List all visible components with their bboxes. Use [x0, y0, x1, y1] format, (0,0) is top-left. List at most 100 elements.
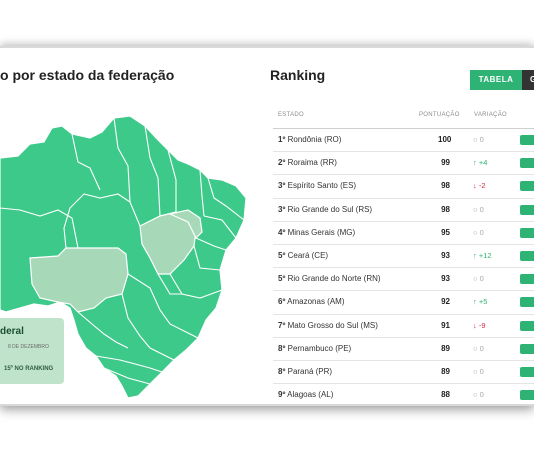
- state-name: Ceará (CE): [287, 250, 329, 260]
- rank-position: 7º: [278, 320, 286, 330]
- state-name: Paraná (PR): [287, 366, 333, 376]
- state-name: Rio Grande do Norte (RN): [287, 274, 381, 284]
- score-cell: 89: [441, 343, 450, 353]
- score-cell: 91: [441, 320, 450, 330]
- table-row[interactable]: 5º Ceará (CE) 93 ↑ +12: [273, 245, 534, 269]
- rank-position: 5º: [278, 250, 286, 260]
- dashboard-panel: o por estado da federação: [0, 46, 534, 406]
- state-name: Alagoas (AL): [287, 390, 334, 400]
- map-state-borders: [0, 117, 245, 385]
- variation-down-arrow-icon: ↓: [473, 320, 477, 330]
- rank-position: 8º: [278, 366, 286, 376]
- variation-cell: ○ 0: [473, 222, 484, 244]
- score-bar: [520, 297, 534, 308]
- state-cell: 9º Alagoas (AL): [278, 384, 334, 404]
- map-state-light-west: [29, 247, 129, 313]
- variation-neutral-icon: ○: [473, 204, 478, 214]
- variation-down-arrow-icon: ↓: [473, 181, 477, 191]
- variation-up-arrow-icon: ↑: [473, 250, 477, 260]
- variation-cell: ○ 0: [473, 384, 484, 404]
- score-cell: 92: [441, 297, 450, 307]
- info-card-subtitle: 8 DE DEZEMBRO: [8, 344, 49, 350]
- state-cell: 4º Minas Gerais (MG): [278, 222, 355, 244]
- state-name: Amazonas (AM): [287, 297, 345, 307]
- column-header-score[interactable]: PONTUAÇÃO: [419, 112, 460, 118]
- rank-position: 3º: [278, 204, 286, 214]
- variation-neutral-icon: ○: [473, 135, 478, 144]
- score-cell: 98: [441, 204, 450, 214]
- map-state-light-north-2: [168, 209, 203, 240]
- score-cell: 100: [438, 135, 452, 144]
- score-cell: 93: [441, 274, 450, 284]
- variation-neutral-icon: ○: [473, 366, 478, 376]
- table-row[interactable]: 5º Rio Grande do Norte (RN) 93 ○ 0: [273, 268, 534, 292]
- variation-cell: ↓ -9: [473, 315, 486, 337]
- variation-cell: ○ 0: [473, 361, 484, 383]
- score-cell: 95: [441, 227, 450, 237]
- variation-value: -2: [478, 181, 486, 191]
- brazil-map[interactable]: [0, 98, 250, 398]
- variation-cell: ↓ -2: [473, 175, 486, 197]
- variation-value: +5: [478, 297, 488, 307]
- state-name: Roraima (RR): [287, 158, 337, 168]
- tab-table[interactable]: TABELA: [470, 70, 522, 90]
- variation-up-arrow-icon: ↑: [473, 158, 477, 168]
- score-bar: [520, 204, 534, 215]
- info-card-rank: 15º NO RANKING: [4, 366, 54, 372]
- score-bar: [520, 274, 534, 285]
- column-header-variation[interactable]: VARIAÇÃO: [474, 112, 507, 118]
- state-name: Espírito Santo (ES): [287, 181, 357, 191]
- state-cell: 5º Ceará (CE): [278, 245, 328, 267]
- table-row[interactable]: 1º Rondônia (RO) 100 ○ 0: [273, 129, 534, 153]
- table-row[interactable]: 3º Espírito Santo (ES) 98 ↓ -2: [273, 175, 534, 199]
- table-row[interactable]: 6º Amazonas (AM) 92 ↑ +5: [273, 291, 534, 315]
- score-cell: 89: [441, 366, 450, 376]
- variation-cell: ○ 0: [473, 199, 484, 221]
- map-title: o por estado da federação: [0, 67, 175, 83]
- variation-value: 0: [479, 274, 484, 284]
- table-row[interactable]: 9º Alagoas (AL) 88 ○ 0: [273, 384, 534, 404]
- rank-position: 8º: [278, 343, 286, 353]
- variation-value: 0: [479, 204, 484, 214]
- table-row[interactable]: 2º Roraima (RR) 99 ↑ +4: [273, 152, 534, 176]
- column-header-state[interactable]: ESTADO: [278, 112, 305, 118]
- variation-value: +4: [478, 158, 488, 168]
- table-row[interactable]: 8º Pernambuco (PE) 89 ○ 0: [273, 338, 534, 361]
- score-bar: [520, 390, 534, 401]
- ranking-title: Ranking: [270, 67, 326, 83]
- table-row[interactable]: 8º Paraná (PR) 89 ○ 0: [273, 361, 534, 385]
- table-row[interactable]: 4º Minas Gerais (MG) 95 ○ 0: [273, 222, 534, 245]
- score-cell: 99: [441, 158, 450, 168]
- state-info-card: deral 8 DE DEZEMBRO 15º NO RANKING: [0, 318, 64, 384]
- variation-value: 0: [479, 227, 484, 237]
- score-cell: 88: [441, 390, 450, 400]
- state-cell: 2º Roraima (RR): [278, 152, 337, 174]
- ranking-table: ESTADO PONTUAÇÃO VARIAÇÃO 1º Rondônia (R…: [273, 106, 534, 404]
- rank-position: 4º: [278, 227, 286, 237]
- score-bar: [520, 366, 534, 377]
- variation-value: +12: [478, 250, 492, 260]
- variation-cell: ↑ +12: [473, 245, 492, 267]
- table-row[interactable]: 3º Rio Grande do Sul (RS) 98 ○ 0: [273, 199, 534, 222]
- variation-neutral-icon: ○: [473, 227, 478, 237]
- score-bar: [520, 181, 534, 192]
- score-bar: [520, 227, 534, 238]
- rank-position: 1º: [278, 135, 286, 144]
- table-header: ESTADO PONTUAÇÃO VARIAÇÃO: [273, 106, 534, 129]
- state-cell: 5º Rio Grande do Norte (RN): [278, 268, 381, 290]
- state-name: Minas Gerais (MG): [287, 227, 356, 237]
- state-cell: 3º Espírito Santo (ES): [278, 175, 356, 197]
- state-name: Rondônia (RO): [287, 135, 342, 144]
- score-cell: 93: [441, 250, 450, 260]
- variation-value: 0: [479, 366, 484, 376]
- state-name: Mato Grosso do Sul (MS): [287, 320, 378, 330]
- table-row[interactable]: 7º Mato Grosso do Sul (MS) 91 ↓ -9: [273, 315, 534, 338]
- tab-chart[interactable]: G: [522, 70, 534, 90]
- score-bar: [520, 135, 534, 145]
- variation-cell: ○ 0: [473, 338, 484, 360]
- state-cell: 8º Pernambuco (PE): [278, 338, 351, 360]
- variation-value: -9: [478, 320, 486, 330]
- state-cell: 1º Rondônia (RO): [278, 129, 341, 151]
- variation-cell: ↑ +5: [473, 291, 487, 313]
- state-cell: 6º Amazonas (AM): [278, 291, 345, 313]
